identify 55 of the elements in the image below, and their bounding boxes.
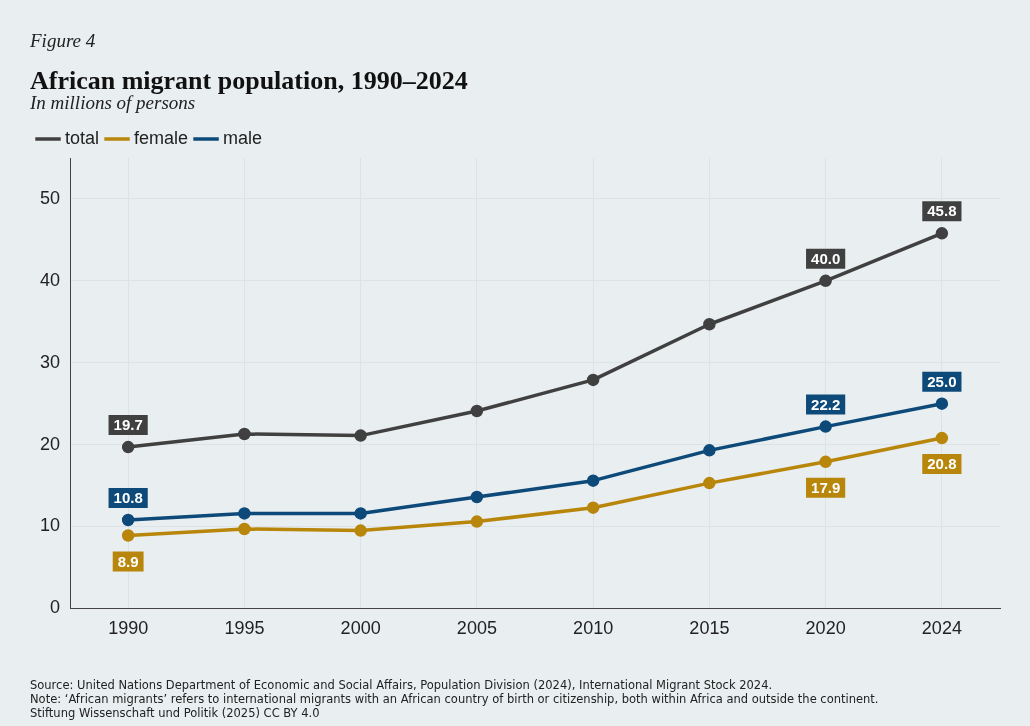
legend-label: total	[65, 127, 100, 148]
point	[819, 274, 832, 288]
x-tick-label: 1995	[224, 618, 265, 639]
x-tick-label: 2010	[573, 618, 614, 639]
legend-label: female	[134, 127, 189, 148]
point	[703, 317, 716, 331]
point	[935, 397, 949, 410]
y-tick-label: 20	[39, 433, 61, 454]
point	[354, 429, 367, 442]
y-tick-label: 10	[39, 515, 61, 536]
point	[238, 427, 251, 441]
data-label: 8.9	[117, 552, 139, 570]
data-label: 22.2	[811, 395, 841, 413]
x-tick-label: 2024	[921, 618, 962, 639]
x-tick-label: 2015	[689, 618, 730, 639]
point	[470, 515, 484, 528]
point	[354, 507, 367, 520]
text: Note: ‘African migrants’ refers to international migrants with an African country of birth or citizenship, both within Africa and outside the continent.	[30, 692, 879, 706]
source-note: Source: United Nations Department of Economic and Social Affairs, Population Division (2024), International Migrant Stock 2024.	[30, 678, 774, 692]
x-tick-label: 2020	[805, 618, 846, 639]
point	[819, 420, 832, 433]
caption: Figure 4	[30, 30, 96, 52]
data-label: 45.8	[927, 202, 957, 220]
point	[470, 490, 484, 504]
point	[703, 476, 716, 490]
y-tick-label: 0	[50, 597, 61, 618]
x-tick-label: 1990	[108, 618, 149, 639]
point	[586, 373, 600, 387]
data-label: 19.7	[113, 416, 143, 434]
point	[121, 529, 135, 542]
point	[703, 444, 716, 457]
y-tick-label: 30	[39, 351, 61, 372]
data-label: 40.0	[811, 249, 841, 267]
text: Stiftung Wissenschaft und Politik (2025) CC BY 4.0	[30, 706, 321, 720]
legend-label: male	[223, 127, 263, 148]
y-tick-label: 40	[39, 269, 61, 290]
point	[238, 522, 251, 536]
data-label: 10.8	[113, 489, 143, 507]
point	[121, 440, 135, 454]
point	[121, 513, 135, 527]
chart-title: African migrant population, 1990–2024	[30, 66, 468, 95]
point	[354, 524, 367, 537]
x-tick-label: 2000	[340, 618, 381, 639]
x-tick-label: 2005	[456, 618, 497, 639]
data-label: 17.9	[811, 478, 841, 496]
point	[935, 431, 949, 445]
y-tick-label: 50	[39, 187, 61, 208]
point	[586, 501, 600, 514]
point	[935, 227, 949, 240]
point	[470, 404, 484, 418]
data-label: 25.0	[927, 372, 957, 390]
data-label: 20.8	[927, 455, 957, 473]
point	[819, 455, 832, 469]
point	[586, 474, 600, 487]
point	[238, 507, 251, 520]
